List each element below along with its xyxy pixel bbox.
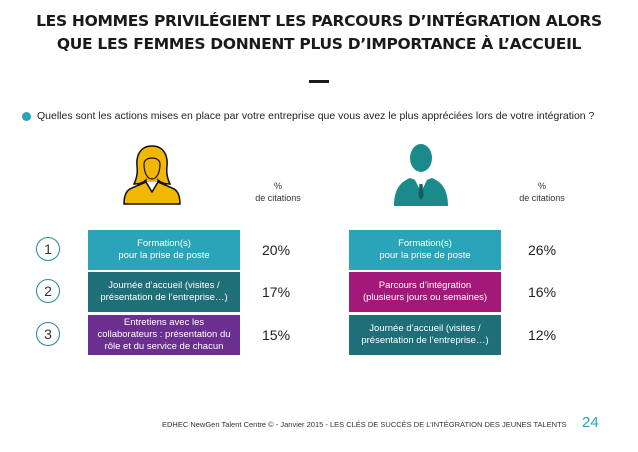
action-label-line: Formation(s)	[398, 238, 452, 249]
page-number: 24	[582, 414, 599, 431]
value-label-femmes-3: 15%	[262, 327, 291, 343]
pct-header-hommes: % de citations	[512, 180, 572, 204]
action-box-hommes-3: Journée d’accueil (visites / présentation…	[349, 315, 501, 355]
title-underline	[309, 80, 329, 83]
pct-symbol: %	[273, 181, 282, 191]
value-label-hommes-3: 12%	[528, 327, 557, 343]
action-label-line: Parcours d’intégration	[378, 280, 472, 291]
action-label-line: collaborateurs : présentation du	[97, 329, 231, 340]
action-label-line: pour la prise de poste	[379, 250, 471, 261]
action-box-hommes-1: Formation(s) pour la prise de poste	[349, 230, 501, 270]
action-label-line: (plusieurs jours ou semaines)	[362, 292, 488, 303]
value-label-femmes-2: 17%	[262, 284, 291, 300]
action-box-hommes-2: Parcours d’intégration (plusieurs jours o…	[349, 272, 501, 312]
value-label-hommes-1: 26%	[528, 242, 557, 258]
pct-header-femmes: % de citations	[248, 180, 308, 204]
rank-circle-1: 1	[36, 237, 60, 261]
value-label-hommes-2: 16%	[528, 284, 557, 300]
pct-symbol: %	[537, 181, 546, 191]
pct-label: de citations	[255, 193, 301, 203]
page-title: LES HOMMES PRIVILÉGIENT LES PARCOURS D’I…	[0, 10, 638, 56]
value-label-femmes-1: 20%	[262, 242, 291, 258]
action-label-line: présentation de l’entreprise…)	[361, 335, 489, 346]
action-label-line: Entretiens avec les	[123, 317, 205, 328]
action-label-line: pour la prise de poste	[118, 250, 210, 261]
page-title-line-2: QUE LES FEMMES DONNENT PLUS D’IMPORTANCE…	[56, 35, 582, 53]
action-box-femmes-2: Journée d’accueil (visites / présentation…	[88, 272, 240, 312]
action-label-line: présentation de l’entreprise…)	[100, 292, 228, 303]
action-label-line: Journée d’accueil (visites /	[369, 323, 481, 334]
page-title-line-1: LES HOMMES PRIVILÉGIENT LES PARCOURS D’I…	[36, 12, 602, 30]
action-box-femmes-3: Entretiens avec les collaborateurs : prés…	[88, 315, 240, 355]
action-label-line: Formation(s)	[137, 238, 191, 249]
action-label-line: Journée d’accueil (visites /	[108, 280, 220, 291]
action-label-line: rôle et du service de chacun	[104, 341, 224, 352]
man-icon	[394, 144, 448, 206]
pct-label: de citations	[519, 193, 565, 203]
bullet-dot-icon	[22, 111, 31, 121]
footer-source: EDHEC NewGen Talent Centre © - Janvier 2…	[162, 420, 567, 429]
rank-circle-3: 3	[36, 322, 60, 346]
rank-circle-2: 2	[36, 279, 60, 303]
action-box-femmes-1: Formation(s) pour la prise de poste	[88, 230, 240, 270]
woman-icon	[123, 145, 181, 205]
survey-question-text: Quelles sont les actions mises en place …	[37, 110, 595, 122]
survey-question: Quelles sont les actions mises en place …	[22, 110, 594, 122]
